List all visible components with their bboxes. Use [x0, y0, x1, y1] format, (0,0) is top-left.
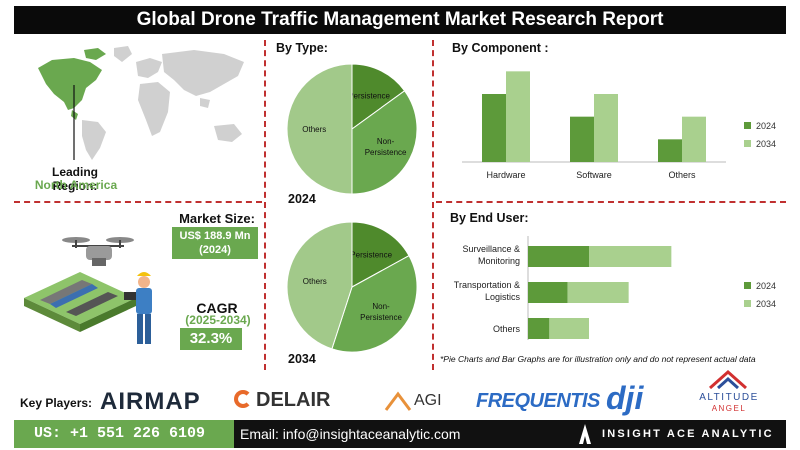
pie-2024-year: 2024 [288, 192, 316, 206]
legend-swatch-2034 [744, 140, 751, 147]
page-title: Global Drone Traffic Management Market R… [14, 6, 786, 34]
pie-slice-non-persistence [331, 255, 418, 353]
pie-label-non-persistence: Non-Persistence [360, 302, 402, 322]
pie-label-others: Others [302, 125, 326, 134]
x-tick-label: Others [668, 170, 696, 180]
leading-region-value: North America [34, 178, 118, 192]
cagr-value: 32.3% [180, 328, 242, 350]
pie-label-persistence: Persistence [348, 91, 390, 100]
bar-others-2024 [528, 318, 550, 339]
pie-label-persistence: Persistence [350, 251, 392, 260]
pie-slice-others [286, 63, 353, 195]
drone-icon [62, 237, 134, 266]
divider-right [432, 40, 434, 370]
dji-logo: dji [606, 380, 644, 416]
brand-icon [579, 424, 591, 444]
x-tick-label: Software [576, 170, 612, 180]
market-size-label: Market Size: [179, 211, 255, 226]
airmap-logo: AIRMAP [100, 388, 201, 415]
agi-icon [384, 391, 412, 411]
market-size-year: (2024) [199, 244, 231, 256]
legend-label-2034: 2034 [756, 299, 776, 309]
pie-label-others: Others [303, 277, 327, 286]
divider-left-horizontal [14, 201, 262, 203]
bar-software-2024 [570, 116, 594, 162]
by-end-user-label: By End User: [450, 211, 529, 225]
divider-left [264, 40, 266, 370]
legend-swatch-2034 [744, 300, 751, 307]
market-size-value: US$ 188.9 Mn [179, 230, 251, 242]
bar-others-2024 [658, 139, 682, 162]
footer-phone: US: +1 551 226 6109 [14, 420, 234, 448]
altitude-logo: ALTITUDE [699, 392, 759, 403]
leading-region-label: Leading Region: [51, 165, 98, 193]
bar-surveillance---monitoring-2024 [528, 246, 589, 267]
pie-slice-persistence [351, 63, 406, 130]
pie-slice-non-persistence [351, 90, 418, 195]
legend-swatch-2024 [744, 282, 751, 289]
illustration-note: *Pie Charts and Bar Graphs are for illus… [440, 354, 756, 364]
bar-transportation---logistics-2034 [567, 282, 629, 303]
agi-logo: AGI [414, 392, 442, 409]
delair-logo: DELAIR [256, 389, 331, 411]
bar-software-2034 [594, 94, 618, 162]
legend-label-2034: 2034 [756, 139, 776, 149]
legend-label-2024: 2024 [756, 121, 776, 131]
divider-right-horizontal [436, 201, 786, 203]
bar-transportation---logistics-2024 [528, 282, 568, 303]
footer-brand: INSIGHT ACE ANALYTIC [602, 428, 774, 440]
altitude-angel-icon [709, 369, 747, 390]
world-map [38, 46, 244, 160]
cagr-period: (2025-2034) [185, 313, 251, 327]
pie-chart-2034: Persistence Non-Persistence Others [286, 221, 418, 353]
angel-logo: ANGEL [711, 404, 747, 413]
market-size-box: US$ 188.9 Mn (2024) [172, 227, 258, 259]
by-type-label: By Type: [276, 41, 328, 55]
bar-others-2034 [682, 116, 706, 162]
pie-label-non-persistence: Non-Persistence [365, 137, 407, 157]
y-tick-label: Surveillance & Monitoring [462, 244, 520, 266]
legend-swatch-2024 [744, 122, 751, 129]
pie-chart-2024: Persistence Non-Persistence Others [286, 63, 418, 195]
pie-slice-others [286, 221, 353, 350]
pie-slice-persistence [351, 221, 410, 288]
bar-hardware-2034 [506, 71, 530, 162]
legend-label-2024: 2024 [756, 281, 776, 291]
component-bar-chart: Hardware Software Others 2024 2034 [462, 71, 776, 180]
delair-icon [234, 390, 252, 408]
y-tick-label: Others [493, 324, 521, 334]
drone-illustration [24, 237, 152, 344]
end-user-bar-chart: Surveillance & Monitoring Transportation &… [454, 236, 776, 340]
bar-surveillance---monitoring-2034 [589, 246, 672, 267]
by-component-label: By Component : [452, 41, 549, 55]
x-tick-label: Hardware [486, 170, 525, 180]
y-tick-label: Transportation & Logistics [454, 280, 521, 302]
operator-icon [124, 272, 152, 344]
bar-hardware-2024 [482, 94, 506, 162]
key-players-label: Key Players: [20, 396, 93, 410]
footer-email: Email: info@insightaceanalytic.com [234, 420, 570, 448]
cagr-label: CAGR [196, 300, 238, 316]
bar-others-2034 [549, 318, 589, 339]
frequentis-logo: FREQUENTIS [476, 390, 600, 412]
pie-2034-year: 2034 [288, 352, 316, 366]
footer-brand-bar: INSIGHT ACE ANALYTIC [570, 420, 786, 448]
